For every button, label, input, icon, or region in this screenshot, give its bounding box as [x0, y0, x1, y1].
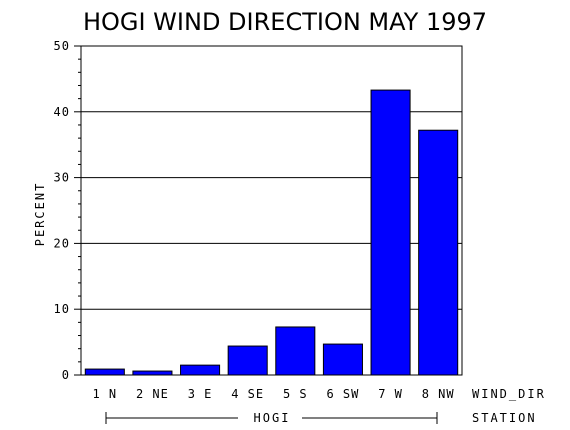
x-tick-label: 7 W — [378, 387, 403, 401]
y-tick-label: 0 — [62, 368, 70, 382]
bar — [132, 370, 173, 376]
station-group-label: HOGI — [254, 411, 291, 425]
y-tick-label: 20 — [54, 236, 70, 250]
x-tick-label: 3 E — [188, 387, 213, 401]
x-tick-label: 2 NE — [136, 387, 169, 401]
y-axis-ticks: 0 10 20 30 40 50 — [54, 39, 81, 382]
x-tick-label: 6 SW — [326, 387, 359, 401]
bar — [227, 345, 268, 376]
y-tick-label: 50 — [54, 39, 70, 53]
x-axis-labels: 1 N 2 NE 3 E 4 SE 5 S 6 SW 7 W 8 NW — [92, 387, 455, 401]
bar — [370, 89, 411, 376]
station-axis-label: STATION — [472, 411, 537, 425]
x-tick-label: 8 NW — [422, 387, 455, 401]
x-tick-label: 4 SE — [231, 387, 264, 401]
bars — [84, 89, 459, 376]
x-tick-label: 1 N — [92, 387, 117, 401]
chart-title: HOGI WIND DIRECTION MAY 1997 — [83, 8, 487, 36]
y-axis-label: PERCENT — [33, 182, 47, 247]
y-tick-label: 10 — [54, 302, 70, 316]
bar — [275, 326, 316, 376]
y-tick-label: 40 — [54, 105, 70, 119]
plot-frame — [80, 45, 463, 376]
bar — [418, 129, 459, 376]
bar — [84, 368, 125, 376]
bar — [322, 343, 363, 376]
bar — [180, 364, 221, 376]
x-tick-label: 5 S — [283, 387, 308, 401]
x-axis-label: WIND_DIR — [472, 387, 546, 401]
y-tick-label: 30 — [54, 171, 70, 185]
